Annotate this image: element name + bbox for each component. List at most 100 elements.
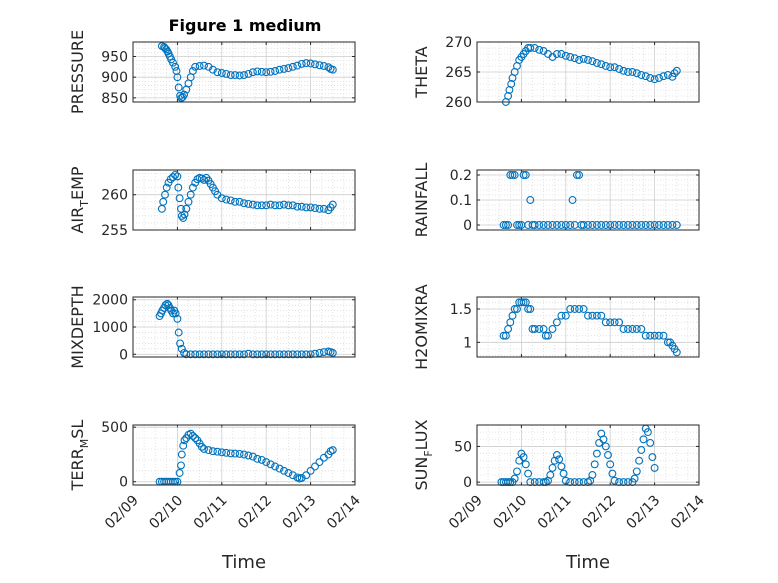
data-point <box>163 299 172 308</box>
data-point <box>606 318 615 327</box>
data-point <box>561 476 570 485</box>
data-point <box>526 305 535 313</box>
data-point <box>606 221 615 229</box>
data-point <box>501 221 510 229</box>
data-point <box>306 59 315 68</box>
data-point <box>668 221 677 229</box>
data-point <box>208 447 217 456</box>
data-point <box>222 195 231 204</box>
data-point <box>584 221 592 229</box>
data-point <box>271 201 280 210</box>
data-point <box>293 202 302 211</box>
data-point <box>535 325 544 333</box>
data-point <box>284 350 293 359</box>
data-point <box>226 71 235 80</box>
data-point <box>235 449 244 458</box>
data-point <box>557 311 566 320</box>
data-point <box>253 201 262 210</box>
data-point <box>557 462 566 471</box>
data-point <box>275 464 284 473</box>
data-point <box>504 92 513 100</box>
data-point <box>275 65 284 74</box>
data-point <box>508 171 517 179</box>
data-point <box>524 305 533 313</box>
data-point <box>568 196 577 204</box>
data-point <box>504 325 513 333</box>
x-tick-label: 02/13 <box>624 493 664 533</box>
data-point <box>615 221 624 229</box>
data-point <box>619 66 628 75</box>
subplot-pressure: 850 900 950 PRESSURE <box>68 30 356 114</box>
data-point <box>302 59 311 68</box>
data-point <box>655 331 663 340</box>
data-point <box>610 318 619 327</box>
y-axis-label: RAINFALL <box>412 163 431 238</box>
data-point <box>175 469 184 477</box>
data-point <box>672 66 681 75</box>
data-point <box>180 210 189 219</box>
data-point <box>169 173 177 182</box>
data-point <box>180 436 189 445</box>
data-point <box>552 50 561 58</box>
data-point <box>159 197 168 206</box>
data-point <box>575 305 584 313</box>
y-tick-label: 0.2 <box>450 168 472 184</box>
data-point <box>213 68 222 77</box>
y-axis-label: TERRMSL <box>68 420 91 492</box>
data-point <box>499 221 508 229</box>
data-point <box>231 449 240 458</box>
data-point <box>244 451 253 460</box>
data-point <box>171 309 180 318</box>
x-tick-label: 02/11 <box>191 493 231 533</box>
data-point <box>315 348 324 357</box>
data-point <box>184 197 193 206</box>
y-axis-label: THETA <box>412 46 431 98</box>
data-point <box>515 221 524 229</box>
x-axis-label: Time <box>221 552 266 573</box>
data-point <box>590 460 599 469</box>
axes-box <box>132 41 356 103</box>
data-point <box>561 311 570 320</box>
data-point <box>173 314 182 323</box>
subplot-air-temp: 255 260 AIRTEMP <box>68 166 356 239</box>
data-point <box>650 75 659 84</box>
data-point <box>659 331 668 340</box>
data-point <box>641 331 650 340</box>
data-point <box>632 69 641 78</box>
data-point <box>588 57 597 66</box>
data-point <box>284 64 293 73</box>
data-point <box>513 467 521 476</box>
data-point <box>200 61 208 70</box>
data-point <box>235 197 244 206</box>
data-point <box>217 194 226 203</box>
data-point <box>297 350 306 359</box>
data-point <box>182 204 191 213</box>
data-point <box>161 190 169 199</box>
data-point <box>311 60 319 69</box>
data-point <box>171 170 180 179</box>
data-point <box>619 221 628 229</box>
data-point <box>262 350 271 359</box>
data-point <box>297 202 306 211</box>
y-tick-label: 2000 <box>92 293 128 309</box>
data-point <box>288 201 297 210</box>
data-point <box>608 469 617 478</box>
data-point <box>257 350 266 359</box>
subplot-mixdepth: 0 1000 2000 MIXDEPTH <box>68 285 356 369</box>
data-point <box>179 441 188 450</box>
x-tick-label: 02/10 <box>490 493 530 533</box>
data-point <box>521 171 530 179</box>
data-point <box>575 171 584 179</box>
data-point <box>235 71 244 80</box>
data-point <box>319 62 328 70</box>
data-point <box>288 62 297 71</box>
data-point <box>601 62 610 70</box>
x-tick-label: 02/13 <box>280 493 320 533</box>
data-point <box>275 201 284 210</box>
data-point <box>592 449 601 458</box>
data-point <box>643 428 652 437</box>
subplot-rainfall: 0 0.1 0.2 RAINFALL <box>412 163 700 238</box>
data-point <box>173 73 182 82</box>
data-point <box>588 471 597 479</box>
